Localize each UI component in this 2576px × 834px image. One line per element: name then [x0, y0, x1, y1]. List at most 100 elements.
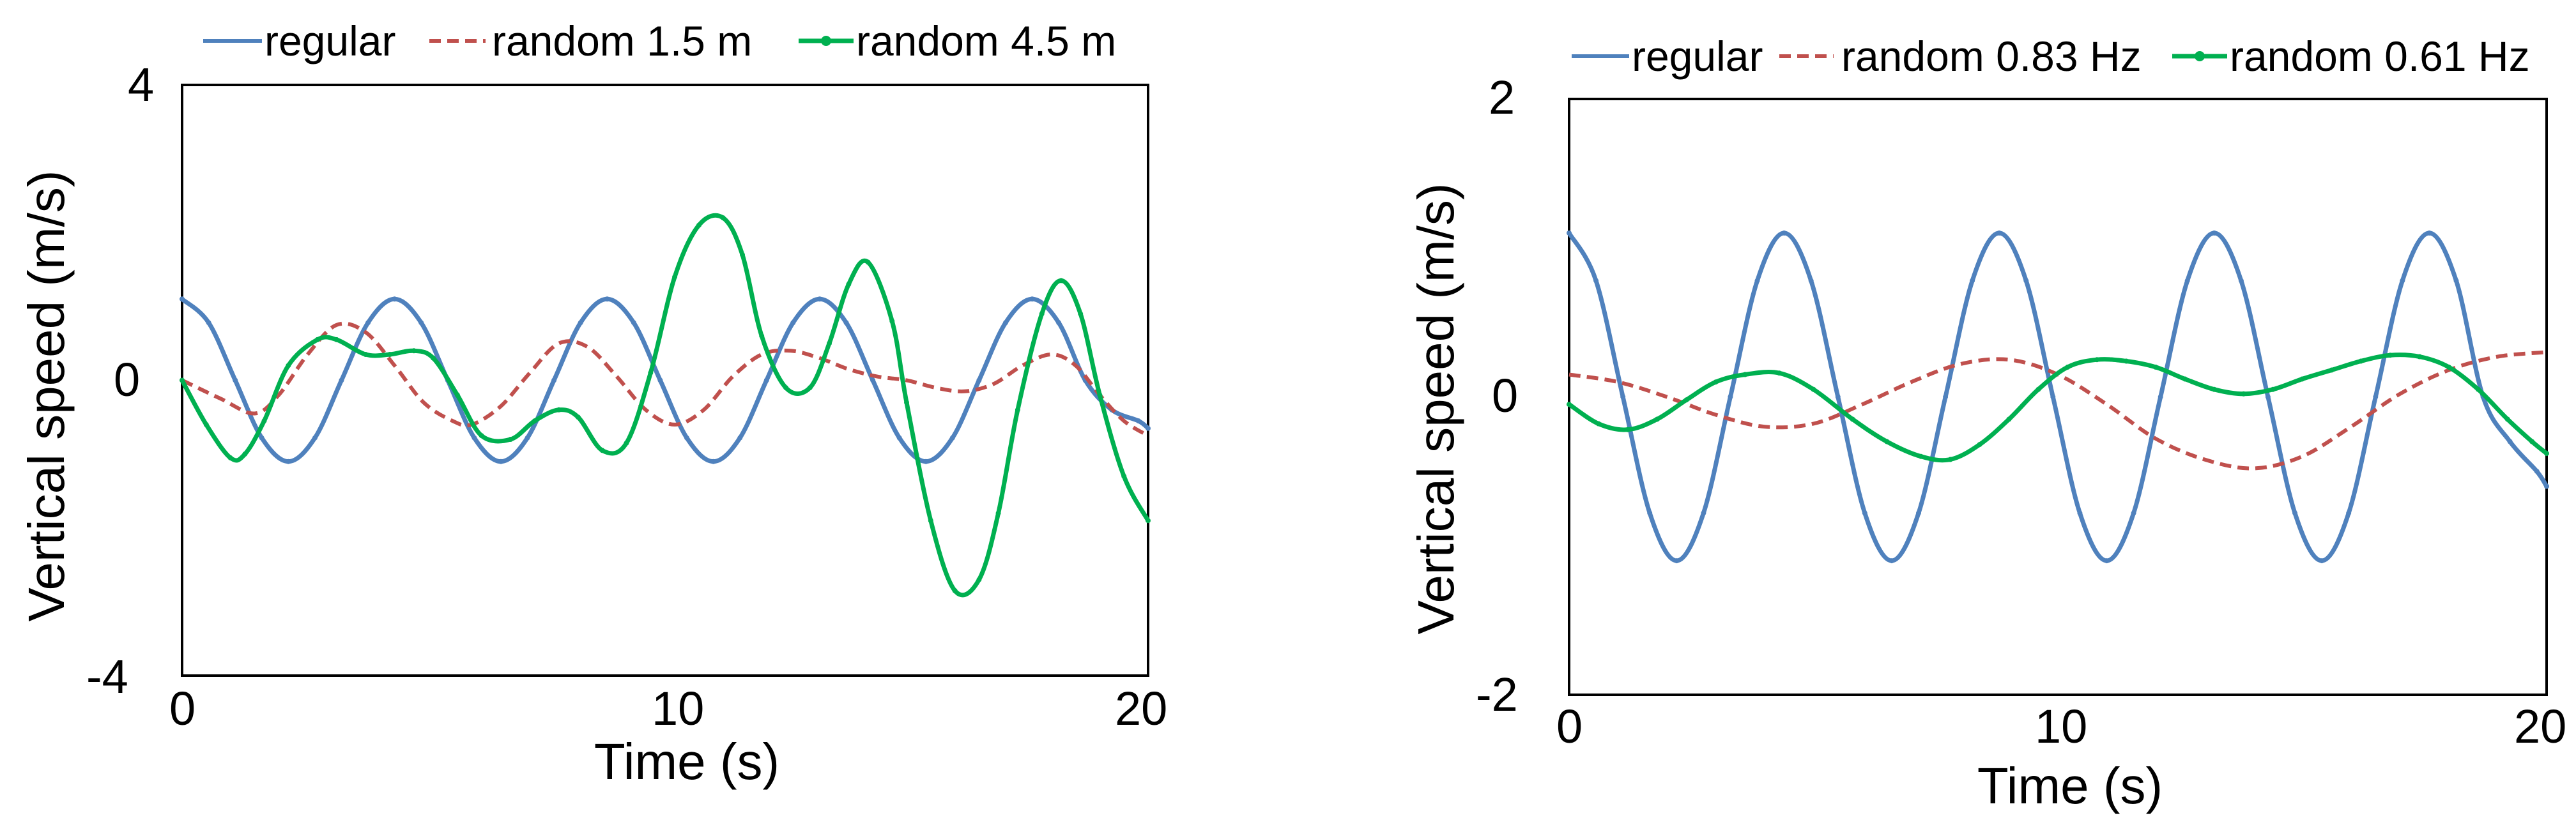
chart-1-point-random-4-5-m-21 [672, 274, 678, 280]
chart-1-point-regular-17 [631, 320, 636, 326]
chart-1-point-random-4-5-m-31 [889, 319, 895, 324]
legend-label-regular: regular [264, 17, 395, 64]
chart-2-point-regular-9 [1808, 278, 1814, 284]
chart-1-xtick-10: 10 [652, 682, 704, 735]
chart-1-point-regular-15 [578, 320, 583, 326]
chart-1-point-random-4-5-m-10 [411, 348, 417, 354]
chart-2-point-random-0-61-hz-2 [1625, 427, 1630, 432]
chart-2-point-regular-8 [1781, 230, 1787, 236]
chart-2-point-random-0-61-hz-33 [2544, 451, 2549, 457]
chart-1-point-random-4-5-m-32 [904, 400, 909, 406]
chart-1-point-random-4-5-m-36 [995, 510, 1001, 516]
chart-2-point-random-0-61-hz-4 [1683, 397, 1689, 403]
chart-1-point-random-4-5-m-12 [454, 392, 460, 398]
chart-1-point-random-4-5-m-9 [387, 352, 393, 357]
chart-2-point-regular-27 [2292, 510, 2297, 516]
chart-2-point-random-0-61-hz-17 [2094, 357, 2100, 363]
chart-1-point-regular-27 [896, 435, 902, 441]
chart-1-point-regular-33 [1056, 320, 1062, 326]
chart-1-point-random-4-5-m-42 [1121, 473, 1127, 479]
chart-1-series-regular-line [180, 296, 1150, 464]
chart-1-point-regular-4 [286, 459, 291, 464]
legend-label-random-1-5-m: random 1.5 m [492, 17, 752, 64]
chart-1-point-random-4-5-m-3 [242, 451, 248, 457]
chart-1-point-regular-1 [206, 320, 211, 326]
chart-2-ytick-minus-2: -2 [1476, 668, 1518, 721]
chart-1-series-random-4-5-m-line [180, 213, 1151, 598]
chart-1-point-regular-22 [763, 377, 769, 383]
chart-1-point-regular-8 [392, 296, 397, 302]
chart-1-point-random-4-5-m-35 [976, 577, 982, 582]
chart-1-point-regular-18 [657, 377, 663, 383]
chart-2-xtick-10: 10 [2035, 700, 2087, 753]
chart-2-point-regular-21 [2131, 510, 2136, 516]
chart-1-point-regular-2 [233, 377, 238, 383]
chart-2-point-random-0-61-hz-26 [2358, 358, 2364, 364]
chart-1-point-regular-24 [816, 296, 822, 302]
chart-1-point-regular-36 [1135, 418, 1141, 424]
chart-1-point-random-4-5-m-1 [203, 421, 209, 427]
chart-2-point-regular-12 [1889, 558, 1894, 564]
chart-2-series-random-0-61-hz-line [1568, 353, 2549, 463]
chart-1-point-random-4-5-m-39 [1058, 278, 1064, 284]
legend-label-random-0-61-hz: random 0.61 Hz [2230, 33, 2530, 80]
chart-1-point-regular-26 [870, 377, 876, 383]
chart-2-point-random-0-61-hz-29 [2446, 364, 2451, 370]
chart-1-point-regular-11 [471, 435, 477, 441]
chart-2-point-random-0-61-hz-24 [2299, 376, 2305, 382]
chart-2-point-regular-36 [2534, 469, 2540, 474]
chart-1-point-random-4-5-m-26 [783, 385, 788, 391]
chart-2-point-regular-33 [2453, 278, 2459, 284]
chart-2-ytick-2: 2 [1489, 71, 1515, 124]
chart-2-point-random-0-61-hz-30 [2475, 386, 2481, 392]
chart-1: regular random 1.5 m random 4.5 m 4 0 -4… [18, 17, 1167, 790]
chart-2-point-random-0-61-hz-16 [2065, 364, 2071, 370]
legend-label-random-4-5-m: random 4.5 m [856, 17, 1116, 64]
chart-1-point-random-4-5-m-33 [928, 518, 933, 524]
chart-2-point-regular-35 [2507, 439, 2513, 444]
chart-1-point-regular-28 [923, 459, 929, 464]
chart-1-point-random-4-5-m-28 [827, 340, 832, 346]
chart-1-point-regular-31 [1003, 320, 1008, 326]
chart-2-point-regular-32 [2426, 230, 2432, 236]
chart-2-point-random-0-61-hz-6 [1742, 372, 1748, 377]
chart-1-point-random-4-5-m-19 [624, 440, 629, 446]
chart-2-point-random-0-61-hz-32 [2529, 439, 2535, 444]
chart-1-point-regular-25 [843, 320, 849, 326]
chart-1-point-regular-12 [498, 459, 503, 464]
chart-1-point-random-4-5-m-11 [431, 355, 436, 361]
chart-2-point-regular-25 [2238, 278, 2244, 284]
chart-2-point-regular-18 [2050, 394, 2056, 400]
chart-1-point-random-4-5-m-15 [532, 418, 537, 424]
chart-2-point-regular-3 [1647, 510, 1653, 516]
chart-2-point-regular-15 [1970, 278, 1975, 284]
chart-1-point-random-4-5-m-7 [334, 337, 339, 342]
chart-2-point-random-0-61-hz-5 [1713, 379, 1719, 385]
chart-2-point-regular-29 [2346, 510, 2352, 516]
chart-1-point-regular-21 [737, 435, 743, 441]
chart-1-point-regular-7 [365, 320, 371, 326]
chart-2-point-regular-5 [1701, 510, 1706, 516]
chart-1-point-regular-29 [949, 435, 955, 441]
chart-1-ytick-4: 4 [128, 58, 154, 111]
chart-2-point-random-0-61-hz-7 [1776, 370, 1782, 376]
chart-1-point-random-4-5-m-30 [865, 259, 871, 265]
chart-1-point-random-4-5-m-5 [286, 363, 291, 368]
chart-2-point-regular-16 [1997, 230, 2002, 236]
chart-2-point-regular-22 [2158, 394, 2163, 400]
chart-2-point-random-0-61-hz-22 [2241, 391, 2246, 397]
chart-1-point-random-4-5-m-8 [363, 352, 369, 357]
chart-2-point-random-0-61-hz-28 [2417, 354, 2423, 360]
chart-1-xtick-20: 20 [1115, 682, 1167, 735]
chart-2-point-random-0-61-hz-25 [2329, 367, 2334, 373]
chart-2-point-random-0-61-hz-20 [2182, 376, 2188, 382]
legend-label-regular-2: regular [1632, 33, 1763, 80]
chart-2-point-random-0-61-hz-1 [1595, 421, 1601, 427]
chart-2-point-random-0-61-hz-21 [2211, 386, 2217, 392]
chart-1-point-random-4-5-m-18 [599, 448, 605, 453]
chart-1-point-regular-37 [1146, 425, 1151, 431]
chart-2-legend: regular random 0.83 Hz random 0.61 Hz [1572, 33, 2530, 80]
chart-2-point-regular-20 [2104, 558, 2110, 564]
chart-2-xtick-0: 0 [1556, 700, 1583, 753]
